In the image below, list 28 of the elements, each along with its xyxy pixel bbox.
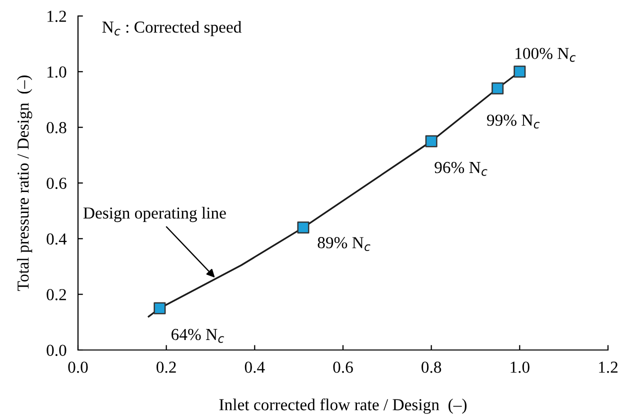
annotation: 64% N$_{c}$: [172, 328, 224, 343]
annotation: 96% N$_{c}$: [434, 162, 488, 176]
annotation: N$_{c}$ : Corrected speed: [102, 21, 242, 36]
x-tick-label: 0.8: [422, 362, 442, 373]
annotation: 99% N$_{c}$: [487, 114, 540, 129]
x-tick-label: 1.0: [510, 362, 530, 373]
point: [297, 222, 310, 234]
y-tick-label: 0.8: [46, 122, 66, 134]
annotation: 100% N$_{c}$: [516, 48, 576, 62]
point: [492, 82, 504, 94]
point: [425, 135, 438, 148]
x-tick-label: 0.6: [333, 362, 353, 373]
point: [154, 302, 166, 314]
y-tick-label: 0.2: [46, 289, 66, 300]
y-tick-label: 0.4: [46, 233, 67, 245]
y-tick-label: 1.2: [48, 10, 66, 22]
y-tick-label: 0.6: [46, 178, 66, 190]
annotation: 89% N$_{c}$: [318, 237, 370, 252]
point: [514, 66, 526, 78]
annotation: Design operating line: [83, 206, 226, 222]
x-axis-title: Inlet corrected flow rate / Design (–): [219, 398, 467, 414]
y-axis-title: Total pressure ratio / Design (–): [17, 76, 32, 291]
x-tick-label: 1.2: [599, 362, 618, 373]
x-tick-label: 0.2: [156, 362, 176, 373]
x-tick-label: 0.0: [68, 362, 88, 373]
y-tick-label: 0.0: [46, 344, 66, 356]
y-tick-label: 1.0: [48, 66, 66, 78]
x-tick-label: 0.4: [244, 362, 265, 373]
